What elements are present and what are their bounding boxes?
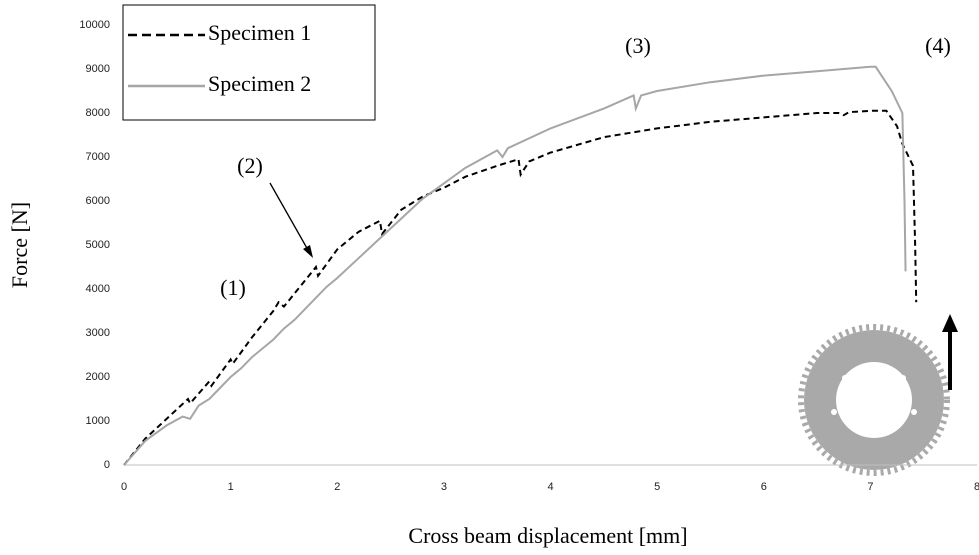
y-tick-label: 9000 — [86, 63, 110, 75]
y-tick-label: 3000 — [86, 327, 110, 339]
sprocket-teeth — [798, 324, 950, 476]
series-line — [123, 65, 907, 466]
annotation-arrowhead — [303, 245, 313, 258]
x-tick-label: 3 — [441, 481, 447, 493]
load-arrowhead — [942, 314, 958, 332]
x-tick-label: 1 — [228, 481, 234, 493]
y-tick-label: 8000 — [86, 107, 110, 119]
x-tick-label: 8 — [974, 481, 979, 493]
legend-label: Specimen 1 — [208, 20, 311, 45]
bolt-hole — [831, 409, 837, 415]
y-tick-label: 5000 — [86, 239, 110, 251]
annotation: (3) — [625, 33, 651, 58]
annotation-arrow — [269, 182, 309, 251]
x-tick-label: 0 — [121, 481, 127, 493]
y-tick-label: 2000 — [86, 371, 110, 383]
x-tick-label: 4 — [547, 481, 553, 493]
sprocket-hole — [836, 362, 912, 438]
x-tick-label: 5 — [654, 481, 660, 493]
y-tick-label: 0 — [104, 459, 110, 471]
x-axis-title: Cross beam displacement [mm] — [408, 523, 687, 548]
x-tick-label: 6 — [761, 481, 767, 493]
y-tick-label: 10000 — [79, 19, 110, 31]
annotation: (1) — [220, 275, 246, 300]
annotation: (2) — [237, 153, 263, 178]
bolt-hole — [842, 375, 848, 381]
bolt-hole — [871, 430, 877, 436]
legend-label: Specimen 2 — [208, 71, 311, 96]
x-tick-label: 7 — [867, 481, 873, 493]
y-tick-label: 6000 — [86, 195, 110, 207]
y-axis-title: Force [N] — [7, 202, 32, 288]
legend-box — [122, 4, 376, 121]
annotation: (4) — [925, 33, 951, 58]
series-line — [123, 109, 918, 466]
x-tick-label: 2 — [334, 481, 340, 493]
sprocket-icon — [798, 324, 950, 476]
y-tick-label: 4000 — [86, 283, 110, 295]
bolt-hole — [911, 409, 917, 415]
y-tick-label: 1000 — [86, 415, 110, 427]
bolt-hole — [900, 375, 906, 381]
y-tick-label: 7000 — [86, 151, 110, 163]
